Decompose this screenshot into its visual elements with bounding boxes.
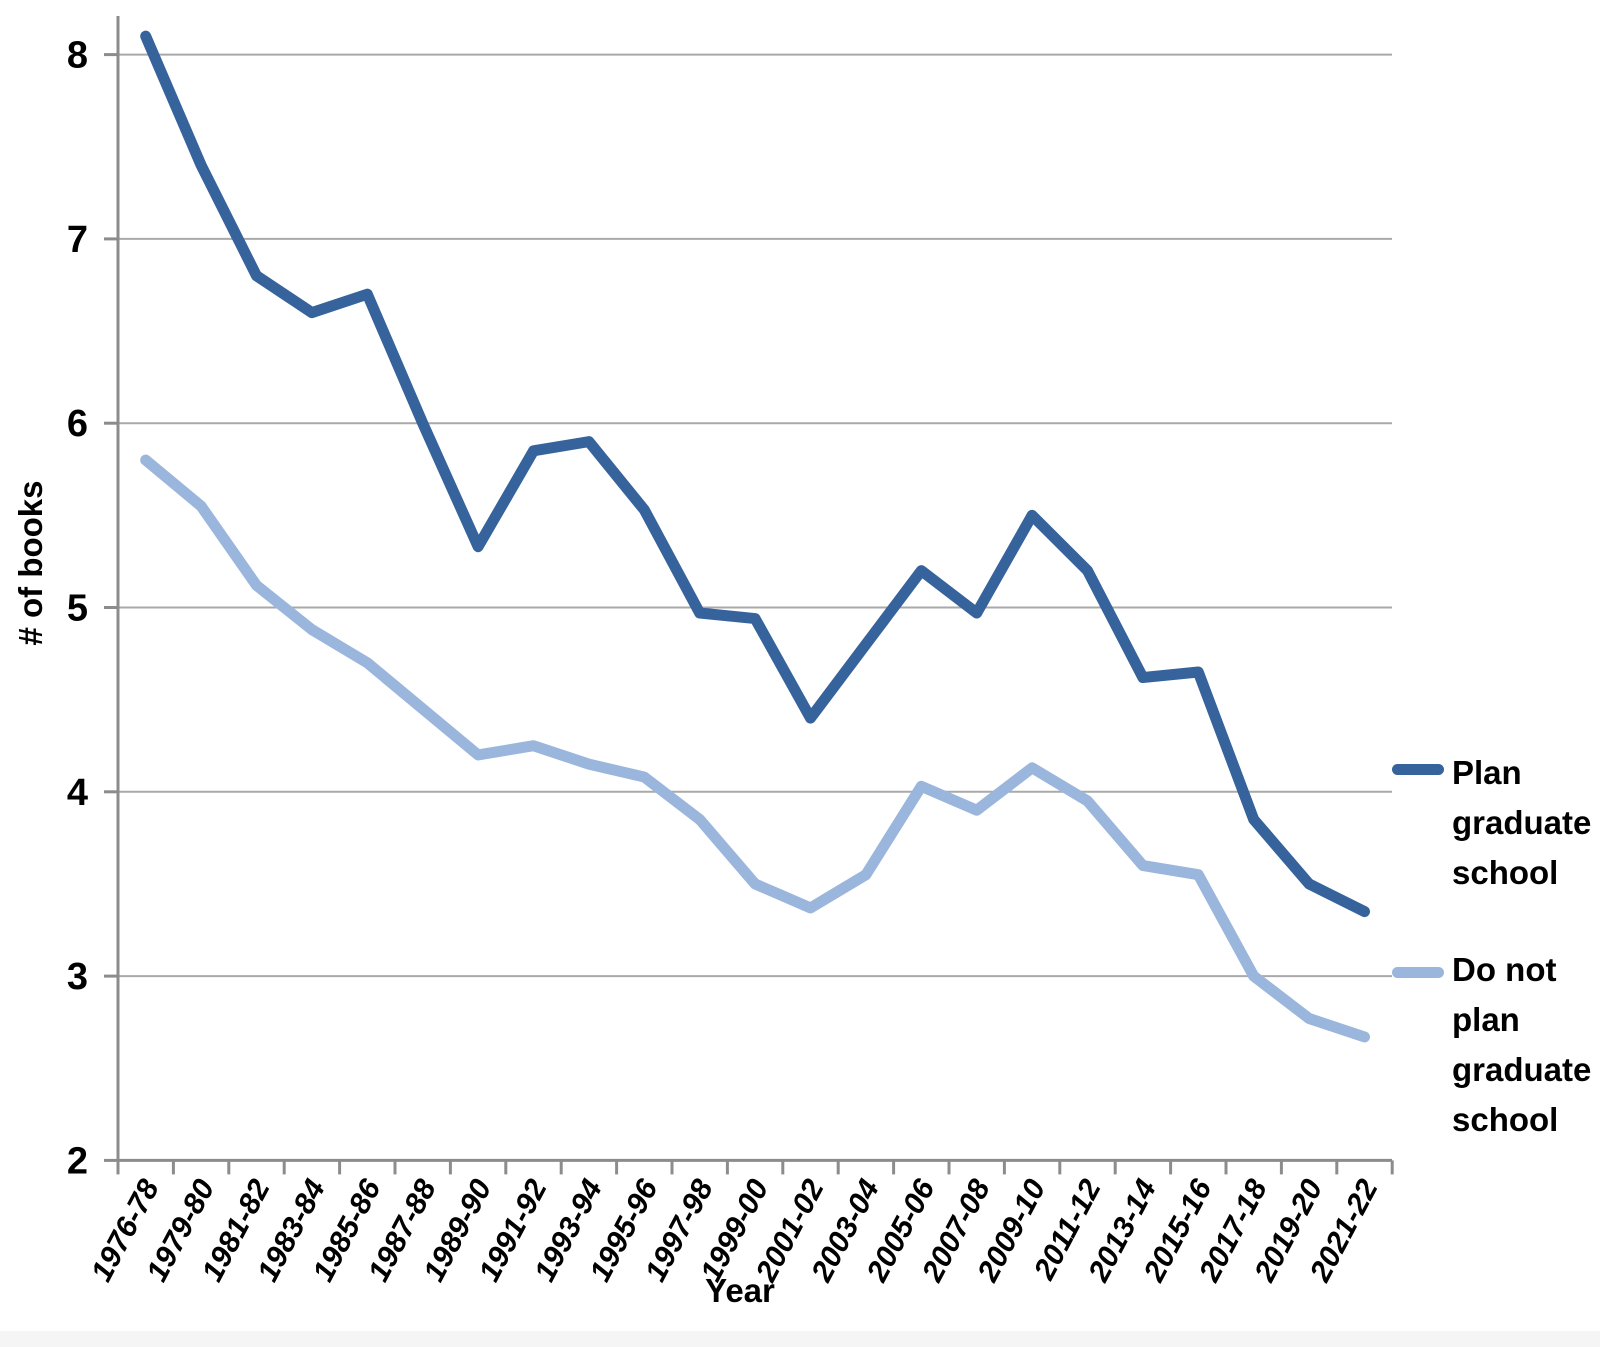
series-lines <box>140 30 1370 1043</box>
y-tick-label: 4 <box>67 772 88 814</box>
legend-line-marker-light <box>1392 967 1444 978</box>
axes <box>104 16 1394 1175</box>
y-tick-label: 5 <box>67 588 88 630</box>
footer-strip <box>0 1331 1600 1347</box>
legend-item-plan-graduate-school: Plan graduate school <box>1392 748 1600 898</box>
y-axis-title: # of books <box>12 480 49 646</box>
gridlines <box>118 53 1392 978</box>
y-tick-label: 6 <box>67 403 88 445</box>
legend-label: Plan graduate school <box>1452 754 1592 891</box>
y-tick-label: 7 <box>67 219 88 261</box>
x-tick-labels: 1976-781979-801981-821983-841985-861987-… <box>85 1174 1385 1288</box>
y-tick-label: 2 <box>67 1140 88 1182</box>
y-tick-labels: 2 3 4 5 6 7 8 <box>67 35 88 1183</box>
y-tick-label: 8 <box>67 35 88 77</box>
y-tick-label: 3 <box>67 956 88 998</box>
x-axis-title: Year <box>705 1272 775 1309</box>
legend-line-marker-dark <box>1392 764 1444 775</box>
series-line-plan <box>140 30 1370 918</box>
series-line-do-not-plan <box>140 454 1370 1043</box>
legend-label: Do not plan graduate school <box>1452 951 1592 1138</box>
legend-item-do-not-plan-graduate-school: Do not plan graduate school <box>1392 945 1600 1145</box>
